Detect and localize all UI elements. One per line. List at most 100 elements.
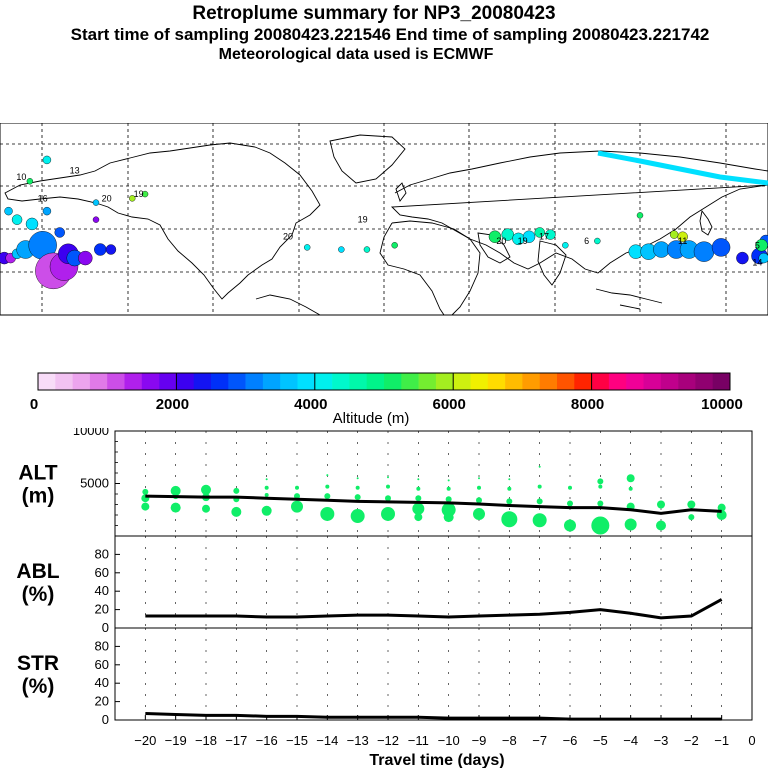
alt-scatter-point — [597, 500, 604, 507]
colorbar-cell — [695, 373, 713, 390]
alt-scatter-point — [386, 484, 390, 489]
plume-day-label: 20 — [496, 236, 506, 246]
plume-marker — [711, 238, 731, 257]
alt-scatter-point — [201, 484, 211, 495]
colorbar-tick-label: 8000 — [571, 396, 604, 413]
colorbar-cell — [505, 373, 523, 390]
alt-scatter-point — [170, 485, 181, 496]
alt-scatter-point — [231, 506, 242, 517]
x-tick-label: −11 — [408, 733, 429, 748]
alt-scatter-point — [233, 487, 240, 494]
colorbar-cell — [608, 373, 627, 390]
colorbar-tick-label: 6000 — [433, 396, 466, 413]
x-tick-label: −10 — [438, 733, 460, 748]
alt-scatter-point — [476, 497, 482, 504]
x-tick-label: −16 — [256, 733, 278, 748]
plume-marker — [693, 241, 715, 262]
sampling-times: Start time of sampling 20080423.221546 E… — [70, 25, 710, 44]
x-axis-title: Travel time (days) — [369, 752, 504, 768]
x-tick-label: −19 — [165, 733, 187, 748]
alt-scatter-point — [170, 502, 181, 513]
africa-outline — [379, 220, 481, 316]
alt-scatter-point — [350, 509, 365, 524]
x-tick-label: −3 — [654, 733, 669, 748]
plume-marker — [758, 252, 768, 264]
alt-scatter-point — [657, 500, 665, 509]
plume-day-label: 19 — [518, 236, 528, 246]
met-data-note: Meteorological data used is ECMWF — [218, 46, 494, 63]
x-tick-label: −4 — [623, 733, 638, 748]
plume-day-label: 19 — [134, 189, 144, 199]
plume-marker — [11, 214, 23, 225]
plume-ribbon — [597, 150, 768, 186]
alt-scatter-point — [447, 479, 450, 482]
alt-scatter-point — [537, 484, 542, 489]
alt-scatter-point — [508, 478, 511, 481]
plume-marker — [338, 246, 345, 253]
colorbar-cell — [349, 373, 367, 390]
y-tick-label: 0 — [102, 712, 109, 727]
plume-day-label: 14 — [752, 257, 762, 267]
y-tick-label: 80 — [95, 546, 109, 561]
plume-day-label: 6 — [584, 236, 589, 246]
colorbar-cell — [418, 373, 437, 390]
colorbar-cell — [280, 373, 298, 390]
x-tick-label: −6 — [563, 733, 578, 748]
x-tick-label: −15 — [286, 733, 308, 748]
alt-scatter-point — [142, 488, 149, 495]
str-panel-frame — [114, 627, 753, 721]
alt-scatter-point — [506, 498, 513, 505]
alt-scatter-point — [477, 485, 481, 490]
alt-scatter-point — [294, 493, 300, 500]
colorbar-cell — [522, 373, 540, 390]
alt-scatter-point — [567, 500, 573, 507]
colorbar-cell — [453, 373, 471, 390]
plume-marker — [304, 244, 311, 251]
colorbar-cell — [366, 373, 385, 390]
plume-marker — [736, 251, 749, 265]
trajectory-panels: 500010000ALT(m)020406080ABL(%)020406080S… — [16, 428, 755, 768]
plume-day-label: 11 — [678, 236, 687, 246]
colorbar-cell — [557, 373, 575, 390]
colorbar-cell — [678, 373, 696, 390]
alt-scatter-point — [598, 484, 603, 489]
plume-marker — [501, 228, 514, 241]
colorbar-title: Altitude (m) — [333, 410, 410, 427]
colorbar-cell — [55, 373, 73, 390]
alt-scatter-point — [445, 496, 452, 503]
colorbar-cell — [141, 373, 160, 390]
colorbar-cell — [89, 373, 108, 390]
y-tick-label: 10000 — [73, 428, 109, 438]
colorbar-tick-label: 2000 — [156, 396, 189, 413]
plume-marker — [4, 206, 13, 216]
alt-scatter-point — [295, 485, 299, 490]
colorbar-cell — [384, 373, 402, 390]
colorbar-cell — [107, 373, 125, 390]
plume-marker — [545, 229, 556, 240]
alt-scatter-point — [264, 485, 269, 490]
alt-scatter-point — [626, 474, 635, 483]
abl-panel-frame — [114, 535, 753, 629]
india-outline — [537, 240, 567, 286]
y-tick-label: 0 — [102, 620, 109, 635]
alt-panel-frame — [114, 430, 753, 537]
eurasia-outline — [390, 150, 768, 274]
alt-scatter-point — [656, 520, 666, 531]
plume-marker — [42, 206, 52, 216]
y-tick-label: 40 — [95, 583, 109, 598]
plume-day-label: 20 — [102, 193, 112, 203]
plume-marker — [92, 216, 100, 223]
alt-scatter-point — [478, 477, 480, 480]
plume-marker — [391, 242, 398, 249]
colorbar-cell — [470, 373, 489, 390]
colorbar-cell — [626, 373, 644, 390]
colorbar-cell — [401, 373, 419, 390]
colorbar-cell — [124, 373, 143, 390]
plume-marker — [78, 250, 93, 266]
alt-scatter-point — [354, 494, 361, 501]
plume-day-label: 17 — [539, 232, 549, 242]
colorbar-cell — [176, 373, 194, 390]
colorbar-cell — [262, 373, 281, 390]
x-tick-label: −20 — [134, 733, 156, 748]
alt-scatter-point — [324, 493, 331, 500]
